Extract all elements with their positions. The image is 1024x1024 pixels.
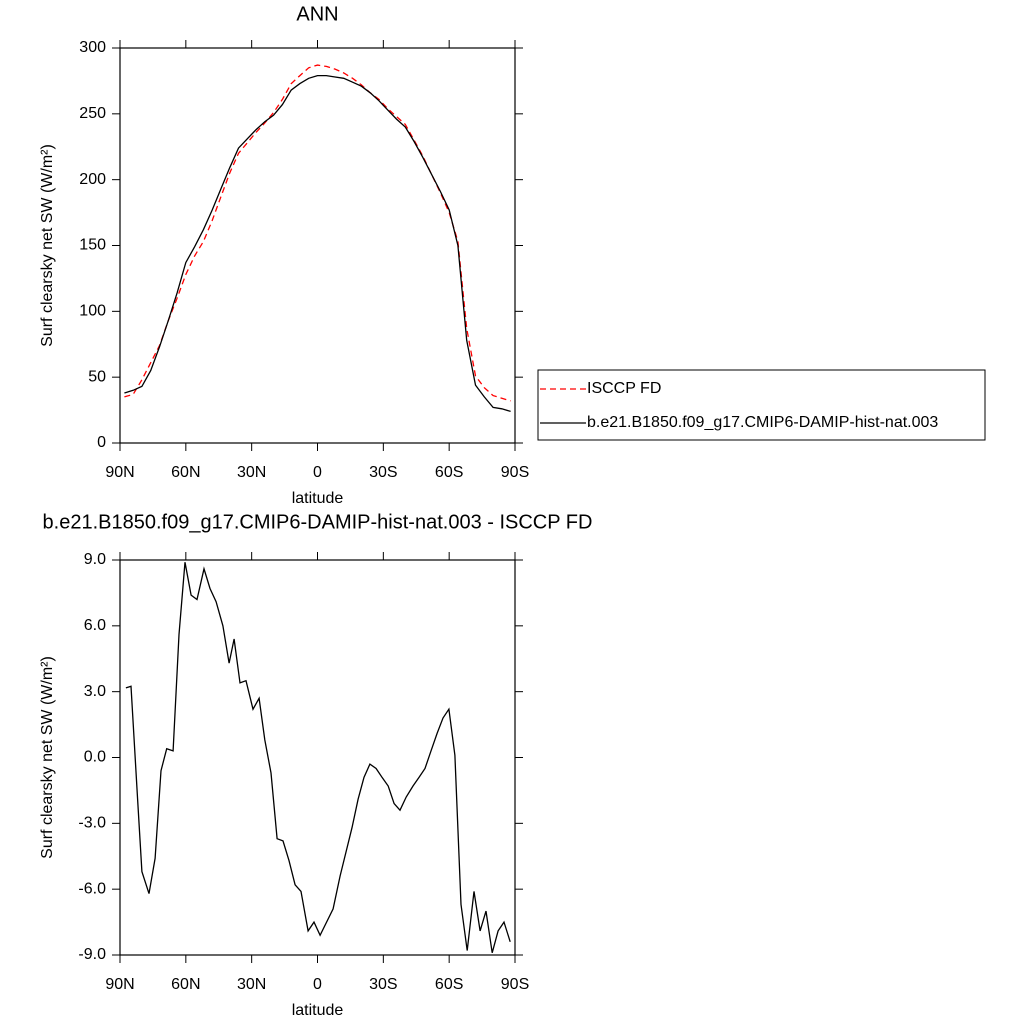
y-tick-label: 200 (79, 171, 106, 188)
chart-title: b.e21.B1850.f09_g17.CMIP6-DAMIP-hist-nat… (43, 511, 593, 533)
data-line (125, 562, 511, 953)
y-tick-label: 250 (79, 105, 106, 122)
plot-frame (119, 559, 516, 956)
y-tick-label: 3.0 (84, 683, 106, 700)
data-line (124, 64, 511, 402)
y-tick-label: -3.0 (78, 815, 106, 832)
x-tick-label: 30N (237, 976, 266, 993)
chart-title: ANN (296, 3, 338, 25)
x-tick-label: 90N (105, 976, 134, 993)
x-tick-label: 0 (313, 464, 322, 481)
x-tick-label: 0 (313, 976, 322, 993)
y-axis-label: Surf clearsky net SW (W/m²) (39, 656, 56, 859)
x-tick-label: 90N (105, 464, 134, 481)
data-line (124, 74, 511, 413)
y-tick-label: 0.0 (84, 749, 106, 766)
y-axis-label: Surf clearsky net SW (W/m²) (39, 144, 56, 347)
plot-frame (119, 47, 516, 444)
x-tick-label: 90S (501, 464, 529, 481)
y-tick-label: 9.0 (84, 551, 106, 568)
y-tick-label: -6.0 (78, 880, 106, 897)
legend-box (537, 369, 986, 441)
y-tick-label: 0 (97, 434, 106, 451)
y-tick-label: 300 (79, 39, 106, 56)
x-tick-label: 60N (171, 976, 200, 993)
x-axis-label: latitude (292, 1002, 344, 1019)
legend-label: b.e21.B1850.f09_g17.CMIP6-DAMIP-hist-nat… (587, 414, 938, 431)
y-tick-label: 100 (79, 303, 106, 320)
x-tick-label: 90S (501, 976, 529, 993)
x-tick-label: 60S (435, 464, 463, 481)
legend-label: ISCCP FD (587, 380, 661, 397)
x-tick-label: 30S (369, 976, 397, 993)
y-tick-label: 50 (88, 368, 106, 385)
x-tick-label: 60N (171, 464, 200, 481)
y-tick-label: 150 (79, 237, 106, 254)
x-tick-label: 30S (369, 464, 397, 481)
y-tick-label: 6.0 (84, 617, 106, 634)
x-axis-label: latitude (292, 490, 344, 507)
x-tick-label: 30N (237, 464, 266, 481)
x-tick-label: 60S (435, 976, 463, 993)
y-tick-label: -9.0 (78, 946, 106, 963)
